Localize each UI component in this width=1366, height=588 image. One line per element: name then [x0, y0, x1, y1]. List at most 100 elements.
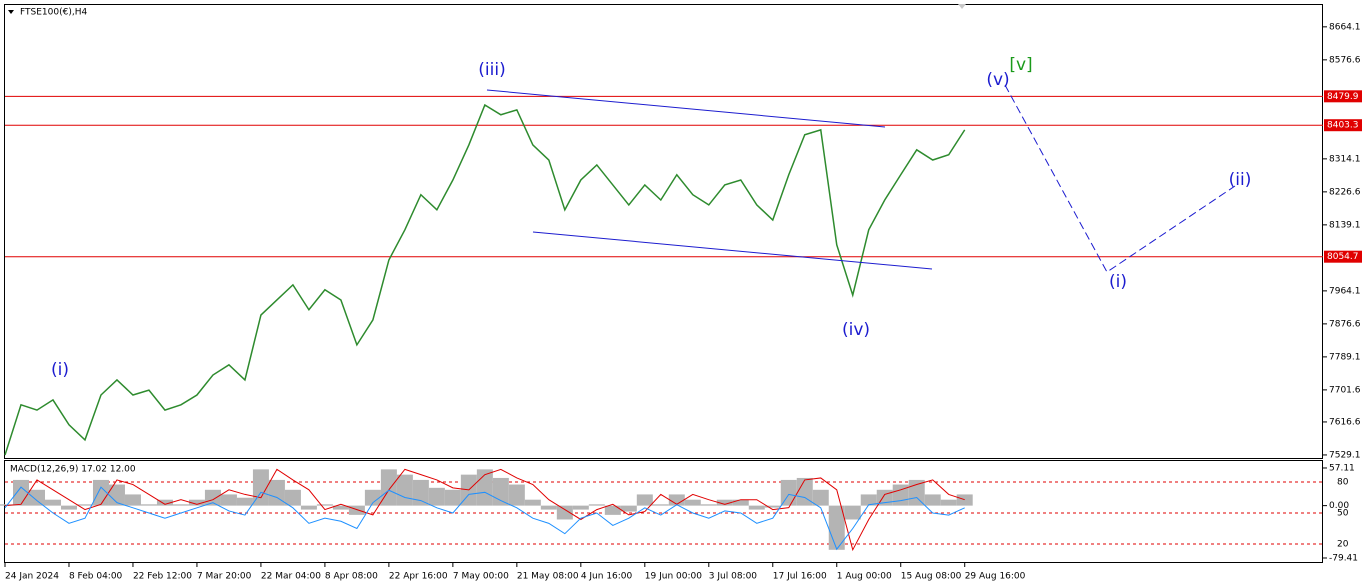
- x-tick-label: 15 Aug 08:00: [901, 572, 962, 582]
- y-tick-label: -79.41: [1329, 553, 1358, 563]
- x-tick-label: 7 May 00:00: [453, 572, 509, 582]
- y-tick-label: 7789.1: [1329, 352, 1361, 362]
- y-tick-label: 8664.1: [1329, 22, 1361, 32]
- macd-bar: [716, 499, 733, 506]
- macd-bar: [844, 505, 861, 520]
- x-tick-label: 7 Mar 20:00: [197, 572, 252, 582]
- indicator-line: [4, 486, 965, 551]
- macd-bar: [236, 497, 253, 506]
- macd-bar: [396, 474, 413, 506]
- macd-bar: [156, 499, 173, 506]
- macd-bar: [636, 494, 653, 506]
- macd-bar: [812, 489, 829, 506]
- macd-bar: [348, 505, 365, 515]
- macd-bar: [588, 504, 605, 506]
- level-label: 8403.3: [1327, 121, 1359, 131]
- macd-bar: [0, 504, 13, 506]
- y-tick-label: 7701.6: [1329, 385, 1361, 395]
- macd-bar: [428, 487, 445, 506]
- macd-bar: [444, 489, 461, 506]
- x-tick-label: 17 Jul 16:00: [773, 572, 827, 582]
- lower-trend-line: [532, 231, 933, 270]
- wave-label: [v]: [1009, 55, 1032, 75]
- macd-bar: [668, 494, 685, 506]
- macd-bar: [684, 499, 701, 506]
- y-tick-label: 7616.6: [1329, 417, 1361, 427]
- macd-bar: [748, 505, 765, 510]
- macd-bar: [76, 504, 93, 506]
- macd-bar: [172, 504, 189, 506]
- y-tick-label: 8139.1: [1329, 220, 1361, 230]
- x-tick-label: 22 Feb 12:00: [133, 572, 192, 582]
- x-tick-label: 1 Aug 00:00: [837, 572, 892, 582]
- wave-label: (i): [51, 360, 69, 380]
- wave-label: (ii): [1229, 170, 1252, 190]
- macd-bar: [940, 499, 957, 506]
- wave-label: (i): [1109, 272, 1127, 292]
- macd-bar: [44, 499, 61, 506]
- y-tick-label: 8226.6: [1329, 187, 1361, 197]
- x-tick-label: 29 Aug 16:00: [965, 572, 1026, 582]
- macd-bar: [860, 494, 877, 506]
- macd-bar: [268, 479, 285, 506]
- macd-bar: [108, 484, 125, 506]
- x-tick-label: 8 Apr 08:00: [325, 572, 378, 582]
- x-tick-label: 19 Jun 00:00: [645, 572, 702, 582]
- level-label: 8054.7: [1327, 252, 1359, 262]
- projection-line: [1004, 84, 1236, 273]
- macd-bar: [380, 469, 397, 506]
- menu-arrow: [8, 10, 14, 14]
- x-tick-label: 4 Jun 16:00: [581, 572, 633, 582]
- indicator-line: [4, 468, 965, 552]
- y-tick-label: 7876.6: [1329, 319, 1361, 329]
- y-tick-label: 8576.6: [1329, 55, 1361, 65]
- x-tick-label: 22 Mar 04:00: [261, 572, 321, 582]
- macd-bar: [604, 505, 621, 515]
- level-label: 8479.9: [1327, 92, 1359, 102]
- x-tick-label: 8 Feb 04:00: [69, 572, 123, 582]
- macd-panel: [4, 460, 1323, 563]
- macd-bar: [364, 489, 381, 506]
- y-tick-label: 57.11: [1329, 463, 1355, 473]
- macd-bar: [524, 499, 541, 506]
- macd-bar: [12, 479, 29, 506]
- macd-bar: [764, 505, 781, 508]
- macd-bar: [300, 505, 317, 510]
- macd-bar: [540, 505, 557, 510]
- macd-bar: [732, 499, 749, 506]
- macd-bar: [572, 505, 589, 510]
- macd-bar: [316, 504, 333, 506]
- y-tick-label: 7529.1: [1329, 450, 1361, 460]
- macd-bar: [124, 494, 141, 506]
- macd-bar: [332, 505, 349, 510]
- macd-title: MACD(12,26,9) 17.02 12.00: [10, 465, 136, 475]
- wave-lines: [486, 84, 1236, 273]
- macd-bar: [700, 504, 717, 506]
- macd-bar: [204, 489, 221, 506]
- macd-bar: [492, 477, 509, 506]
- macd-bar: [188, 499, 205, 506]
- price-line: [4, 103, 966, 456]
- x-tick-label: 22 Apr 16:00: [389, 572, 448, 582]
- macd-bar: [220, 494, 237, 506]
- level-box: [1324, 119, 1362, 132]
- y2-tick-label: 50: [1337, 508, 1349, 518]
- x-tick-label: 21 May 08:00: [517, 572, 579, 582]
- price-panel: [4, 4, 1323, 459]
- chart-title: FTSE100(€),H4: [20, 8, 87, 18]
- macd-bar: [780, 479, 797, 506]
- macd-bar: [140, 504, 157, 506]
- y-tick-label: 0.00: [1329, 501, 1349, 511]
- macd-bar: [924, 494, 941, 506]
- macd-bar: [892, 484, 909, 506]
- macd-bar: [508, 484, 525, 506]
- upper-trend-line: [486, 89, 886, 128]
- wave-label: (v): [986, 70, 1009, 90]
- wave-label: (iii): [478, 60, 505, 80]
- macd-bar: [556, 505, 573, 520]
- x-tick-label: 3 Jul 08:00: [709, 572, 758, 582]
- scroll-marker: [958, 4, 966, 9]
- y2-tick-label: 80: [1337, 477, 1349, 487]
- level-box: [1324, 250, 1362, 263]
